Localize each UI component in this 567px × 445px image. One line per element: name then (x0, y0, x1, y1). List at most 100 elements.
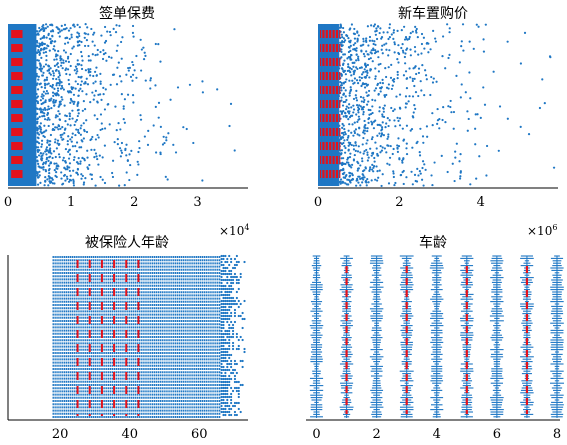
scatter-point (374, 33, 377, 36)
scatter-point (449, 99, 452, 103)
scatter-point (54, 100, 57, 104)
scatter-point (230, 365, 233, 369)
scatter-point (224, 368, 227, 372)
scatter-point (80, 124, 83, 127)
scatter-point (43, 47, 46, 50)
scatter-point (348, 28, 351, 31)
scatter-point (387, 87, 390, 90)
scatter-point (396, 77, 399, 80)
scatter-point (71, 117, 74, 120)
scatter-point (347, 37, 350, 40)
scatter-point (99, 50, 102, 54)
scatter-point (417, 94, 420, 98)
scatter-point (339, 84, 342, 87)
scatter-point (233, 368, 237, 372)
scatter-point (172, 143, 175, 146)
scatter-point (483, 103, 487, 106)
scatter-point (44, 99, 47, 102)
scatter-point (339, 153, 343, 156)
scatter-point (541, 78, 544, 81)
scatter-point (352, 65, 355, 68)
scatter-point (39, 152, 42, 155)
scatter-point (74, 65, 78, 68)
scatter-point (469, 183, 472, 186)
scatter-point (67, 180, 71, 183)
scatter-point (157, 101, 161, 104)
scatter-point (222, 386, 225, 390)
scatter-point (53, 141, 57, 144)
scatter-point (55, 58, 58, 61)
scatter-point (371, 98, 374, 101)
scatter-point (68, 169, 71, 173)
scatter-point (169, 98, 172, 101)
scatter-point (414, 91, 418, 94)
scatter-point (94, 54, 97, 57)
scatter-point (354, 144, 358, 147)
scatter-point (220, 365, 223, 369)
scatter-point (154, 84, 157, 87)
scatter-point (38, 125, 41, 128)
scatter-point (367, 57, 371, 61)
scatter-point (387, 83, 390, 86)
scatter-point (43, 36, 46, 39)
scatter-point (45, 129, 48, 132)
scatter-point (132, 101, 135, 104)
scatter-point (220, 374, 223, 378)
scatter-point (139, 38, 142, 41)
scatter-point (52, 47, 55, 51)
scatter-point (154, 42, 157, 46)
scatter-point (393, 183, 396, 187)
scatter-point (149, 87, 152, 90)
scatter-point (43, 184, 46, 187)
scatter-point (118, 184, 121, 187)
scatter-point (339, 110, 342, 113)
scatter-point (237, 344, 240, 348)
scatter-point (43, 82, 47, 85)
scatter-point (241, 326, 244, 330)
scatter-point (36, 122, 39, 125)
scatter-point (228, 344, 231, 348)
scatter-point (99, 113, 103, 116)
scatter-point (224, 386, 227, 390)
scatter-point (74, 120, 77, 123)
scatter-point (237, 299, 240, 303)
scatter-point (360, 157, 364, 160)
scatter-point (434, 40, 438, 43)
x-tick-label: 3 (193, 195, 201, 210)
scatter-point (385, 151, 388, 154)
scatter-point (436, 119, 440, 122)
scatter-point (61, 86, 64, 90)
scatter-point (81, 174, 84, 178)
scatter-point (224, 296, 227, 300)
scatter-point (51, 128, 54, 131)
scatter-point (226, 311, 229, 315)
scatter-point (402, 182, 405, 186)
scatter-point (64, 179, 67, 182)
scatter-point (366, 63, 369, 67)
scatter-point (342, 37, 346, 40)
scatter-point (381, 44, 384, 47)
scatter-point (222, 365, 225, 369)
scatter-point (400, 29, 403, 32)
scatter-point (77, 128, 80, 132)
scatter-point (416, 167, 419, 170)
scatter-point (67, 60, 71, 63)
scatter-point (92, 74, 95, 78)
scatter-point (222, 311, 225, 315)
scatter-point (46, 111, 49, 115)
scatter-point (47, 164, 51, 167)
scatter-point (75, 67, 78, 70)
scatter-point (220, 281, 223, 285)
scatter-point (408, 95, 411, 98)
scatter-point (60, 136, 63, 139)
scatter-point (226, 392, 229, 396)
scatter-point (237, 395, 240, 399)
scatter-point (77, 32, 81, 35)
scatter-point (42, 71, 45, 74)
scatter-point (378, 169, 381, 172)
scatter-point (362, 136, 365, 140)
scatter-point (36, 117, 40, 120)
scatter-point (366, 151, 369, 154)
median-dash (320, 142, 341, 150)
scatter-point (132, 35, 135, 38)
